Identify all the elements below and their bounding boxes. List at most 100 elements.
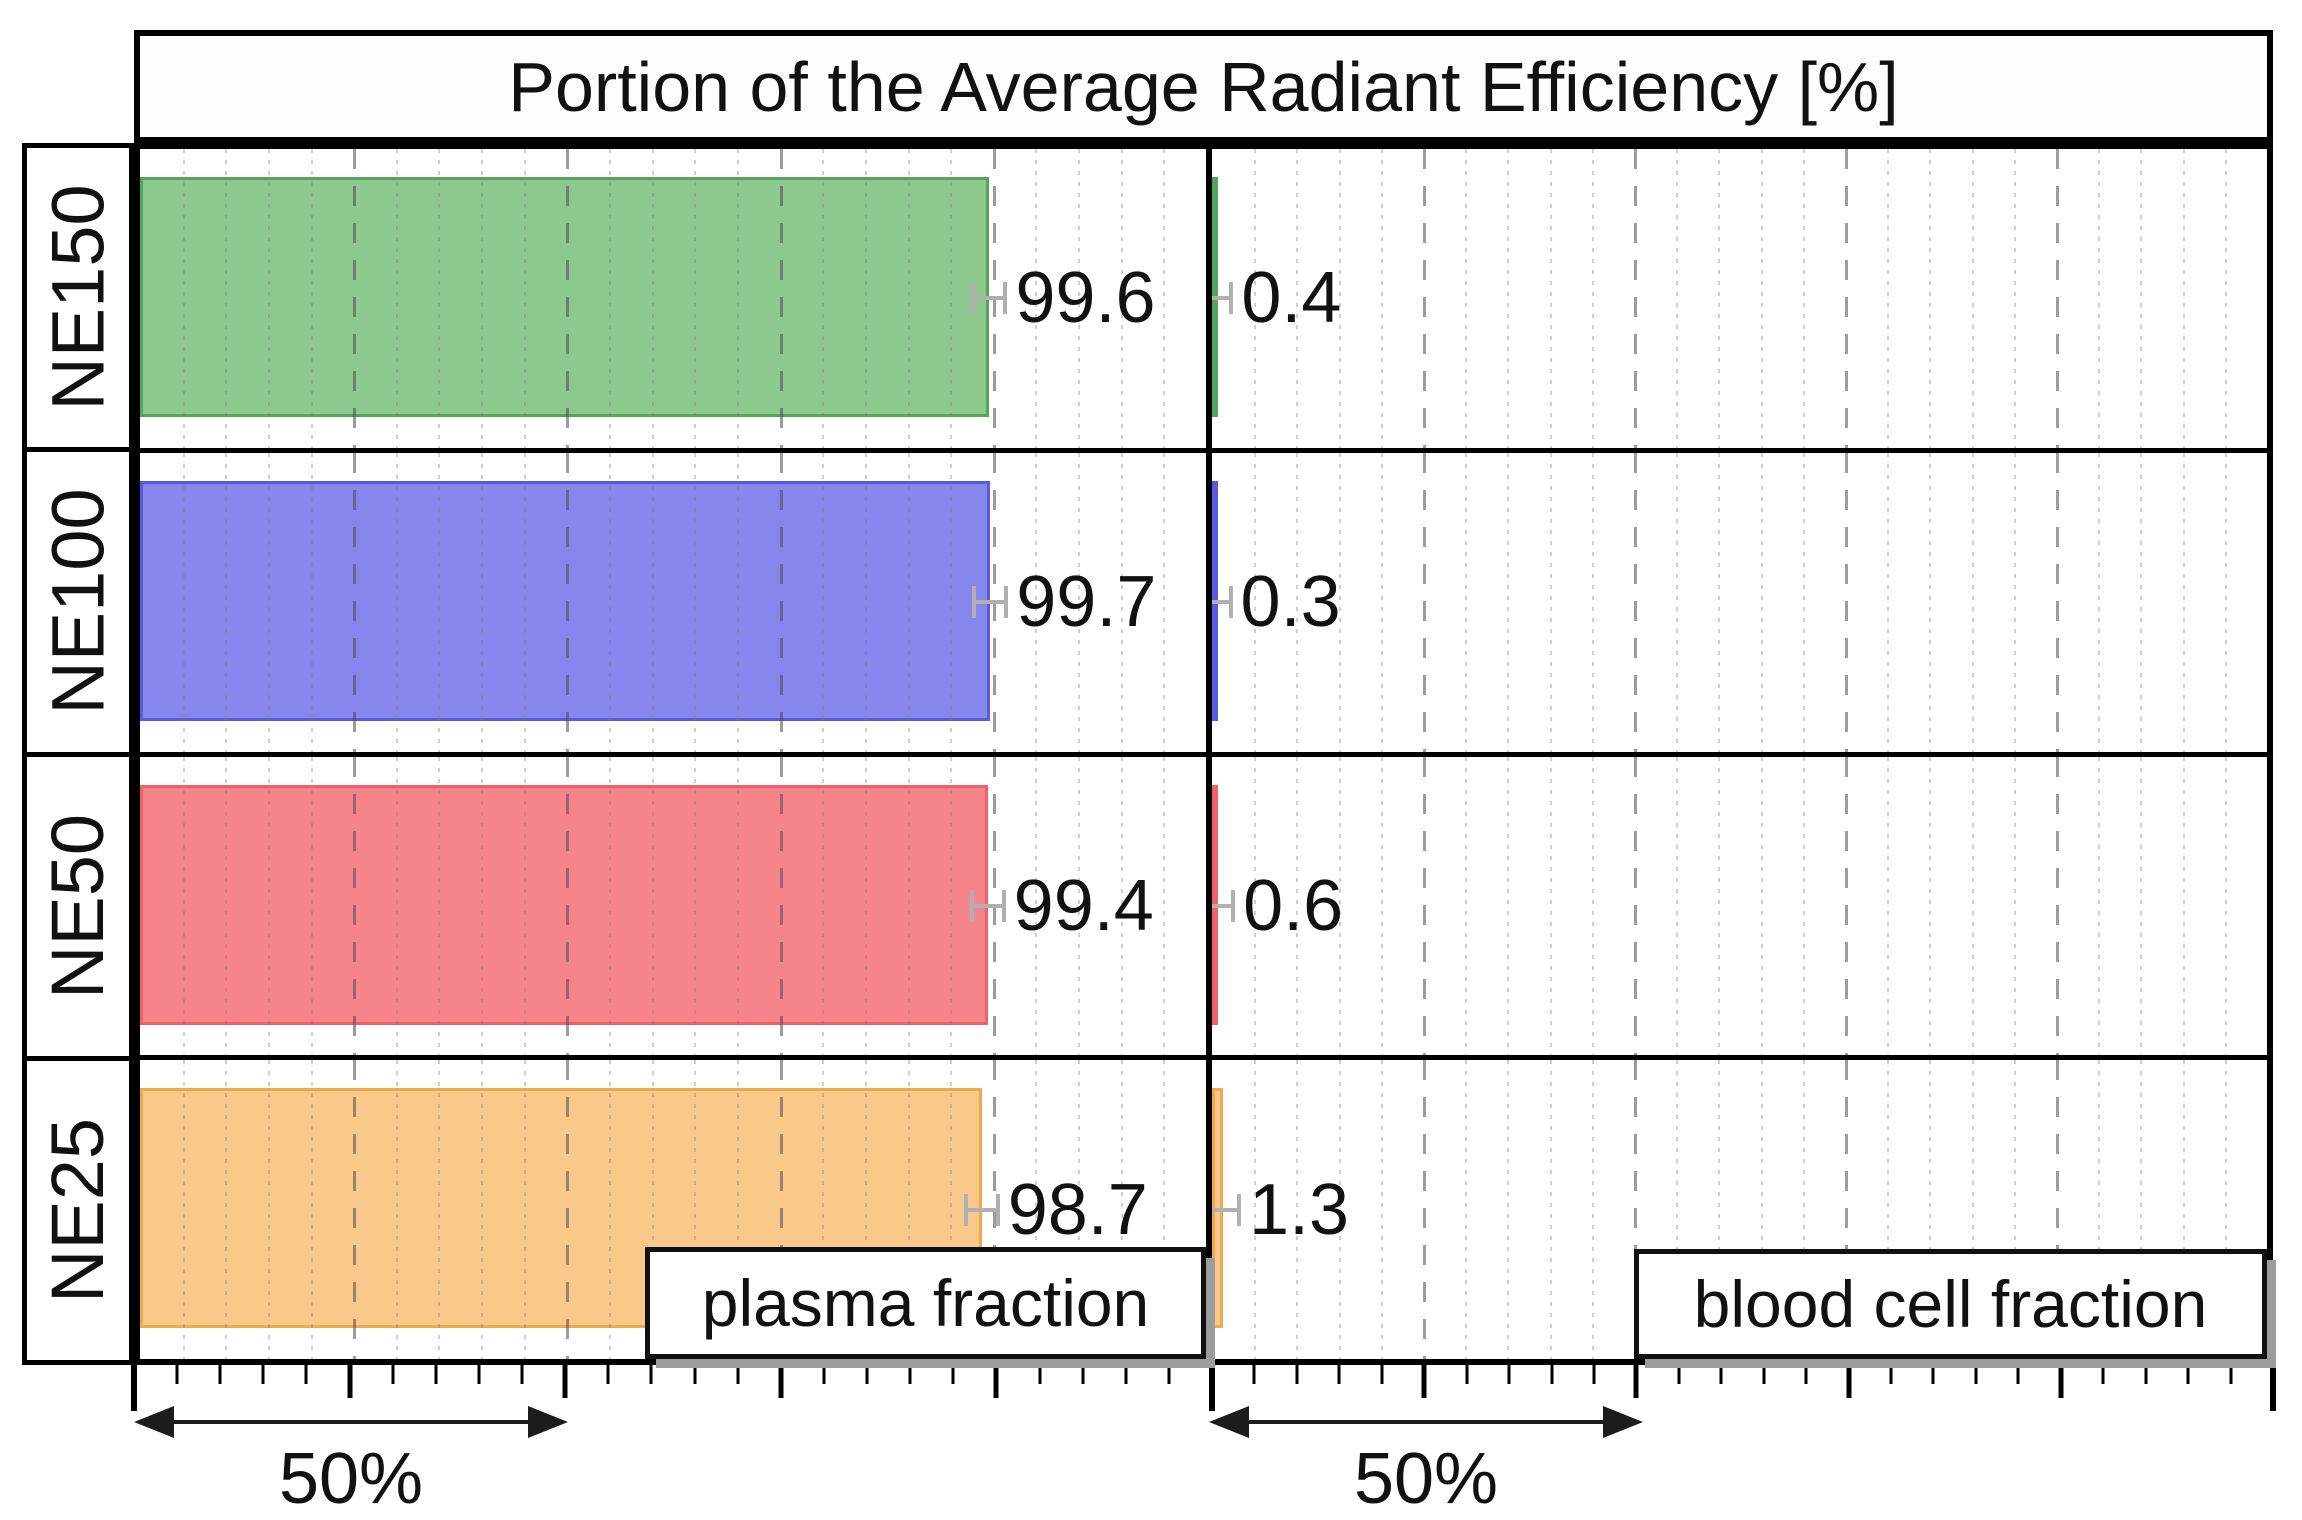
legend-blood-cell-fraction-label: blood cell fraction — [1693, 1267, 2208, 1341]
major-tick — [1633, 1365, 1639, 1398]
minor-gridline — [1549, 149, 1552, 448]
legend-plasma-fraction: plasma fraction — [645, 1247, 1206, 1359]
scale-arrow-right — [1209, 1404, 1643, 1440]
major-gridline — [353, 756, 357, 1056]
minor-tick — [1677, 1365, 1681, 1384]
major-gridline — [1845, 756, 1848, 1056]
value-label-ne50-blood-cell: 0.6 — [1243, 865, 1344, 946]
minor-gridline — [395, 1060, 398, 1359]
left-panel-ne50: 99.4 — [140, 756, 1212, 1056]
major-gridline — [2056, 452, 2059, 752]
minor-gridline — [2013, 452, 2016, 752]
bar-ne150-plasma — [140, 177, 990, 417]
minor-gridline — [481, 149, 484, 448]
minor-gridline — [694, 1060, 697, 1359]
minor-tick — [649, 1365, 653, 1384]
minor-gridline — [395, 756, 398, 1056]
minor-gridline — [1254, 452, 1257, 752]
minor-gridline — [267, 149, 270, 448]
minor-gridline — [1929, 452, 1932, 752]
value-label-ne150-blood-cell: 0.4 — [1241, 258, 1342, 339]
minor-gridline — [1887, 756, 1890, 1056]
minor-gridline — [1718, 1060, 1721, 1359]
arrow-shaft — [162, 1420, 540, 1424]
minor-gridline — [1676, 1060, 1679, 1359]
right-panel-ne100: 0.3 — [1212, 452, 2267, 752]
major-gridline — [353, 1060, 357, 1359]
minor-gridline — [1802, 1060, 1805, 1359]
minor-gridline — [481, 452, 484, 752]
minor-gridline — [609, 149, 612, 448]
minor-gridline — [1760, 1060, 1763, 1359]
minor-gridline — [609, 1060, 612, 1359]
arrowhead-right-icon — [1603, 1406, 1643, 1438]
major-gridline — [566, 756, 570, 1056]
minor-tick — [1974, 1365, 1978, 1384]
minor-gridline — [523, 452, 526, 752]
minor-gridline — [438, 1060, 441, 1359]
scale-label-left: 50% — [278, 1439, 424, 1519]
minor-gridline — [950, 149, 953, 448]
minor-tick — [1719, 1365, 1723, 1384]
category-label-cell-ne25: NE25 — [27, 1061, 129, 1360]
minor-gridline — [1971, 149, 1974, 448]
minor-gridline — [2182, 149, 2185, 448]
major-gridline — [1423, 756, 1426, 1056]
minor-gridline — [523, 149, 526, 448]
minor-gridline — [651, 149, 654, 448]
minor-gridline — [2013, 756, 2016, 1056]
minor-gridline — [651, 452, 654, 752]
minor-gridline — [2013, 149, 2016, 448]
minor-gridline — [1296, 452, 1299, 752]
minor-gridline — [2098, 149, 2101, 448]
minor-gridline — [182, 1060, 185, 1359]
minor-tick — [606, 1365, 610, 1384]
minor-gridline — [438, 149, 441, 448]
error-bar — [1212, 1193, 1241, 1226]
minor-gridline — [822, 1060, 825, 1359]
minor-gridline — [864, 1060, 867, 1359]
minor-gridline — [395, 452, 398, 752]
error-bar — [1212, 586, 1233, 619]
category-axis: NE150 NE100 NE50 NE25 — [22, 143, 134, 1365]
minor-gridline — [2140, 1060, 2143, 1359]
minor-gridline — [1035, 452, 1038, 752]
minor-gridline — [1929, 756, 1932, 1056]
minor-gridline — [2224, 149, 2227, 448]
minor-gridline — [2182, 756, 2185, 1056]
minor-tick — [218, 1365, 222, 1384]
chart-title: Portion of the Average Radiant Efficienc… — [508, 47, 1899, 126]
minor-gridline — [1380, 149, 1383, 448]
minor-gridline — [2098, 1060, 2101, 1359]
left-panel-ne150: 99.6 — [140, 149, 1212, 448]
category-label-cell-ne150: NE150 — [27, 148, 129, 453]
value-label-ne100-plasma: 99.7 — [1016, 562, 1157, 643]
category-label: NE150 — [36, 184, 120, 411]
minor-gridline — [907, 1060, 910, 1359]
minor-gridline — [2182, 1060, 2185, 1359]
minor-gridline — [1465, 756, 1468, 1056]
minor-gridline — [1338, 1060, 1341, 1359]
minor-gridline — [1296, 149, 1299, 448]
minor-gridline — [2098, 452, 2101, 752]
major-gridline — [566, 149, 570, 448]
minor-gridline — [1591, 149, 1594, 448]
right-panel-ne25: 1.3 — [1212, 1060, 2267, 1359]
major-tick — [1421, 1365, 1427, 1398]
major-gridline — [1634, 1060, 1637, 1359]
minor-gridline — [1254, 1060, 1257, 1359]
minor-gridline — [2098, 756, 2101, 1056]
error-bar — [972, 586, 1009, 619]
category-label-cell-ne50: NE50 — [27, 757, 129, 1061]
minor-gridline — [1338, 452, 1341, 752]
minor-tick — [434, 1365, 438, 1384]
value-label-ne50-plasma: 99.4 — [1013, 865, 1154, 946]
minor-gridline — [1676, 756, 1679, 1056]
major-tick — [993, 1365, 999, 1398]
major-gridline — [1423, 149, 1426, 448]
value-label-ne25-blood-cell: 1.3 — [1248, 1169, 1350, 1250]
minor-tick — [1804, 1365, 1808, 1384]
minor-gridline — [1465, 1060, 1468, 1359]
minor-gridline — [907, 452, 910, 752]
minor-gridline — [1971, 1060, 1974, 1359]
